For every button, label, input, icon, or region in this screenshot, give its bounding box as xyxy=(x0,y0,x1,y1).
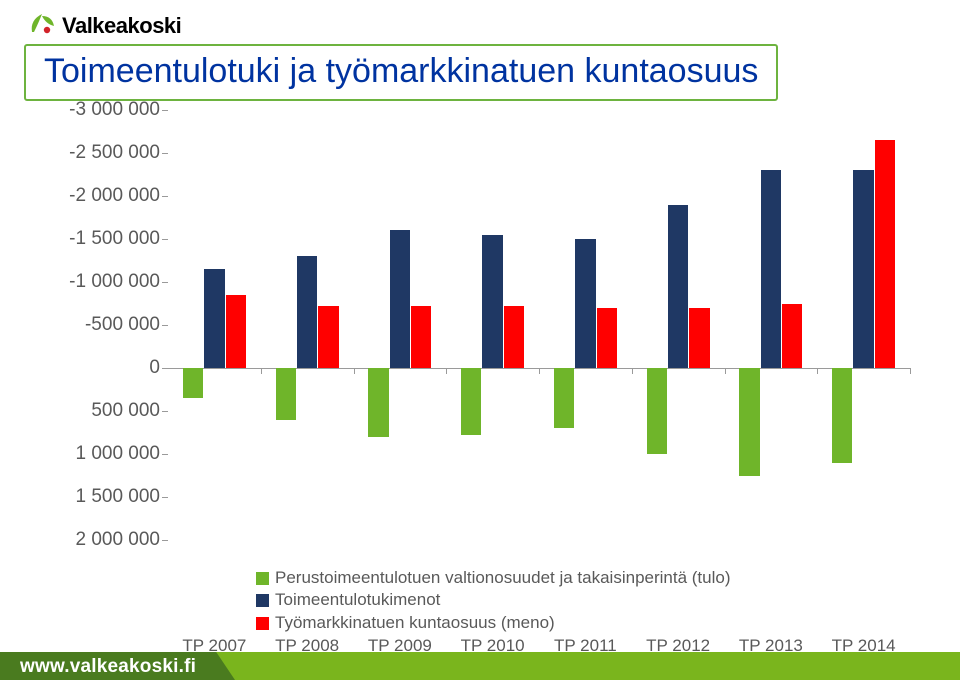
y-tick-label: 1 000 000 xyxy=(40,443,160,465)
bar xyxy=(482,235,502,368)
y-axis-labels: -3 000 000-2 500 000-2 000 000-1 500 000… xyxy=(40,110,160,540)
bar xyxy=(668,205,688,368)
bar xyxy=(411,306,431,368)
plot-area xyxy=(168,110,910,540)
y-tick-label: 2 000 000 xyxy=(40,529,160,551)
bar xyxy=(761,170,781,368)
bar xyxy=(390,230,410,368)
y-tick-label: 1 500 000 xyxy=(40,486,160,508)
bar xyxy=(318,306,338,368)
legend-swatch xyxy=(256,572,269,585)
brand-name: Valkeakoski xyxy=(62,13,181,39)
y-tick-label: -3 000 000 xyxy=(40,99,160,121)
legend-item: Työmarkkinatuen kuntaosuus (meno) xyxy=(256,613,856,633)
legend: Perustoimeentulotuen valtionosuudet ja t… xyxy=(256,568,856,635)
y-tick-label: -2 500 000 xyxy=(40,142,160,164)
bar xyxy=(226,295,246,368)
bar xyxy=(297,256,317,368)
y-tick-label: -1 000 000 xyxy=(40,271,160,293)
bar xyxy=(853,170,873,368)
legend-label: Toimeentulotukimenot xyxy=(275,590,440,610)
legend-item: Perustoimeentulotuen valtionosuudet ja t… xyxy=(256,568,856,588)
bar xyxy=(575,239,595,368)
footer-url: www.valkeakoski.fi xyxy=(20,656,196,678)
chart-title: Toimeentulotuki ja työmarkkinatuen kunta… xyxy=(44,52,758,91)
legend-label: Työmarkkinatuen kuntaosuus (meno) xyxy=(275,613,555,633)
legend-swatch xyxy=(256,594,269,607)
y-tick-label: -1 500 000 xyxy=(40,228,160,250)
y-tick-label: 0 xyxy=(40,357,160,379)
legend-item: Toimeentulotukimenot xyxy=(256,590,856,610)
title-box: Toimeentulotuki ja työmarkkinatuen kunta… xyxy=(24,44,778,101)
legend-swatch xyxy=(256,617,269,630)
y-tick-label: 500 000 xyxy=(40,400,160,422)
brand-logo: Valkeakoski xyxy=(28,10,181,41)
y-tick-label: -500 000 xyxy=(40,314,160,336)
bar xyxy=(504,306,524,368)
chart: -3 000 000-2 500 000-2 000 000-1 500 000… xyxy=(40,110,920,540)
leaf-icon xyxy=(28,10,56,41)
y-tick-label: -2 000 000 xyxy=(40,185,160,207)
legend-label: Perustoimeentulotuen valtionosuudet ja t… xyxy=(275,568,731,588)
slide: Valkeakoski Toimeentulotuki ja työmarkki… xyxy=(0,0,960,680)
bar xyxy=(875,140,895,368)
x-axis-labels: TP 2007TP 2008TP 2009TP 2010TP 2011TP 20… xyxy=(168,374,910,398)
bar xyxy=(782,304,802,369)
bar xyxy=(689,308,709,368)
bar xyxy=(204,269,224,368)
bar xyxy=(597,308,617,368)
